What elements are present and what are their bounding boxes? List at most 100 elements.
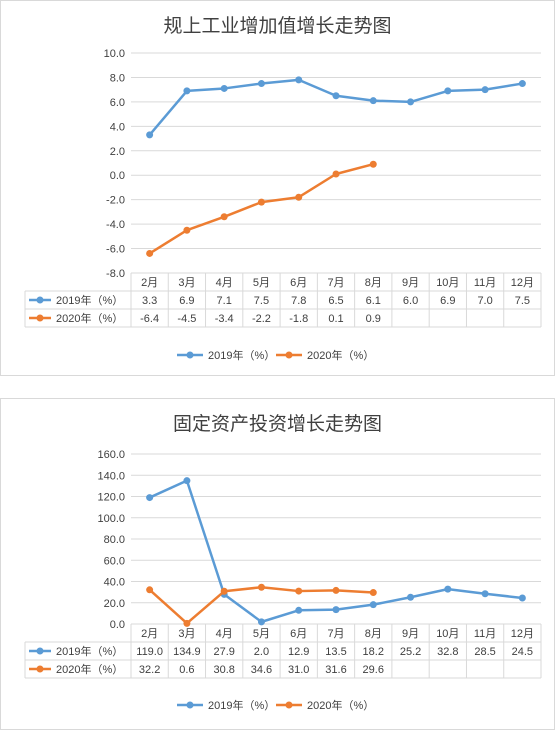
x-tick-label: 2月 (141, 277, 158, 289)
x-tick-label: 10月 (436, 628, 459, 640)
x-tick-label: 4月 (216, 277, 233, 289)
table-cell-value: -6.4 (140, 313, 159, 325)
table-legend-key-marker (36, 296, 44, 304)
data-point (518, 594, 526, 602)
data-point (257, 198, 265, 206)
data-point (220, 213, 228, 221)
table-cell-value: 0.1 (328, 313, 343, 325)
chart-title: 固定资产投资增长走势图 (172, 413, 382, 435)
y-tick-label: 40.0 (104, 577, 125, 589)
y-tick-label: 6.0 (110, 97, 125, 109)
table-cell-value: 18.2 (363, 646, 384, 658)
data-point (257, 618, 265, 626)
x-tick-label: 12月 (511, 277, 534, 289)
series-line (149, 479, 523, 624)
x-tick-label: 3月 (178, 628, 195, 640)
x-tick-label: 11月 (474, 628, 496, 640)
data-point (444, 87, 452, 95)
chart-panel-investment: 固定资产投资增长走势图 0.0 20.0 40.0 60.0 80.0 100.0 120.… (0, 398, 555, 730)
y-tick-label: 160.0 (97, 449, 125, 461)
x-tick-label: 11月 (474, 277, 496, 289)
y-tick-label: -2.0 (106, 195, 125, 207)
x-tick-label: 7月 (327, 277, 344, 289)
chart-svg-industrial: -8.0 -6.0 -4.0 -2.0 0.0 2.0 4.0 6.0 8.0 10.0 2月 3月 4… (24, 48, 542, 362)
data-point (369, 601, 377, 609)
table-cell-value: 2.0 (254, 646, 269, 658)
y-tick-label: 8.0 (110, 72, 125, 84)
data-point (369, 97, 377, 105)
x-tick-label: 3月 (178, 277, 195, 289)
chart-title: 规上工业增加值增长走势图 (163, 15, 392, 37)
y-tick-label: 80.0 (104, 534, 125, 546)
y-tick-label: -6.0 (106, 244, 125, 256)
table-cell-value: 28.5 (474, 646, 495, 658)
table-legend-key-marker (36, 314, 44, 322)
y-tick-label: 120.0 (97, 492, 125, 504)
data-point (332, 586, 340, 594)
y-tick-label: 10.0 (104, 48, 125, 60)
data-point (146, 586, 154, 594)
data-point (332, 92, 340, 100)
table-cell-value: 29.6 (363, 664, 384, 676)
legend-key-marker (186, 701, 194, 709)
x-tick-label: 12月 (511, 628, 534, 640)
x-tick-label: 9月 (402, 628, 419, 640)
legend-label: 2020年（%） (307, 348, 374, 362)
chart-panel-industrial: 规上工业增加值增长走势图 -8.0 -6.0 -4.0 -2.0 0.0 2.0 4.0 6.… (0, 0, 555, 376)
x-tick-label: 6月 (290, 277, 307, 289)
data-point (407, 593, 415, 601)
data-point (183, 87, 191, 95)
series-line (148, 163, 374, 255)
table-series-name: 2020年（%） (56, 311, 123, 325)
legend-label: 2019年（%） (208, 348, 275, 362)
table-cell-value: 7.5 (254, 295, 269, 307)
y-tick-label: 100.0 (97, 513, 125, 525)
x-tick-label: 2月 (141, 628, 158, 640)
table-cell-value: 31.0 (288, 664, 309, 676)
table-cell-value: 32.2 (139, 664, 160, 676)
y-tick-label: 0.0 (110, 170, 125, 182)
x-tick-label: 10月 (436, 277, 459, 289)
y-tick-label: 0.0 (110, 619, 125, 631)
x-tick-label: 4月 (216, 628, 233, 640)
data-point (295, 76, 303, 84)
x-tick-label: 5月 (253, 277, 270, 289)
y-tick-label: 4.0 (110, 121, 125, 133)
table-cell-value: 32.8 (437, 646, 458, 658)
table-cell-value: 3.3 (142, 295, 157, 307)
data-point (407, 98, 415, 106)
x-tick-label: 8月 (365, 277, 382, 289)
table-series-name: 2019年（%） (56, 293, 123, 307)
table-cell-value: -3.4 (215, 313, 234, 325)
legend-label: 2019年（%） (208, 698, 275, 712)
table-cell-value: 7.8 (291, 295, 306, 307)
y-tick-label: 140.0 (97, 470, 125, 482)
table-cell-value: 6.1 (366, 295, 381, 307)
table-cell-value: 6.0 (403, 295, 418, 307)
table-cell-value: 25.2 (400, 646, 421, 658)
table-cell-value: 0.9 (366, 313, 381, 325)
y-tick-label: -8.0 (106, 268, 125, 280)
data-point (146, 131, 154, 139)
table-cell-value: 6.9 (440, 295, 455, 307)
legend-key-marker (186, 351, 194, 359)
table-cell-value: 6.5 (328, 295, 343, 307)
legend-key-marker (285, 701, 293, 709)
x-tick-label: 7月 (327, 628, 344, 640)
data-point (369, 160, 377, 168)
table-cell-value: -2.2 (252, 313, 271, 325)
series-line (148, 585, 374, 625)
data-point (518, 80, 526, 88)
table-cell-value: 13.5 (325, 646, 346, 658)
data-point (146, 494, 154, 502)
table-cell-value: 7.5 (515, 295, 530, 307)
table-cell-value: 7.1 (217, 295, 232, 307)
table-legend-key-marker (36, 647, 44, 655)
legend-key-marker (285, 351, 293, 359)
table-cell-value: 12.9 (288, 646, 309, 658)
table-cell-value: -4.5 (177, 313, 196, 325)
data-point (183, 477, 191, 485)
y-tick-label: 2.0 (110, 146, 125, 158)
table-cell-value: 30.8 (213, 664, 234, 676)
data-point (183, 619, 191, 627)
